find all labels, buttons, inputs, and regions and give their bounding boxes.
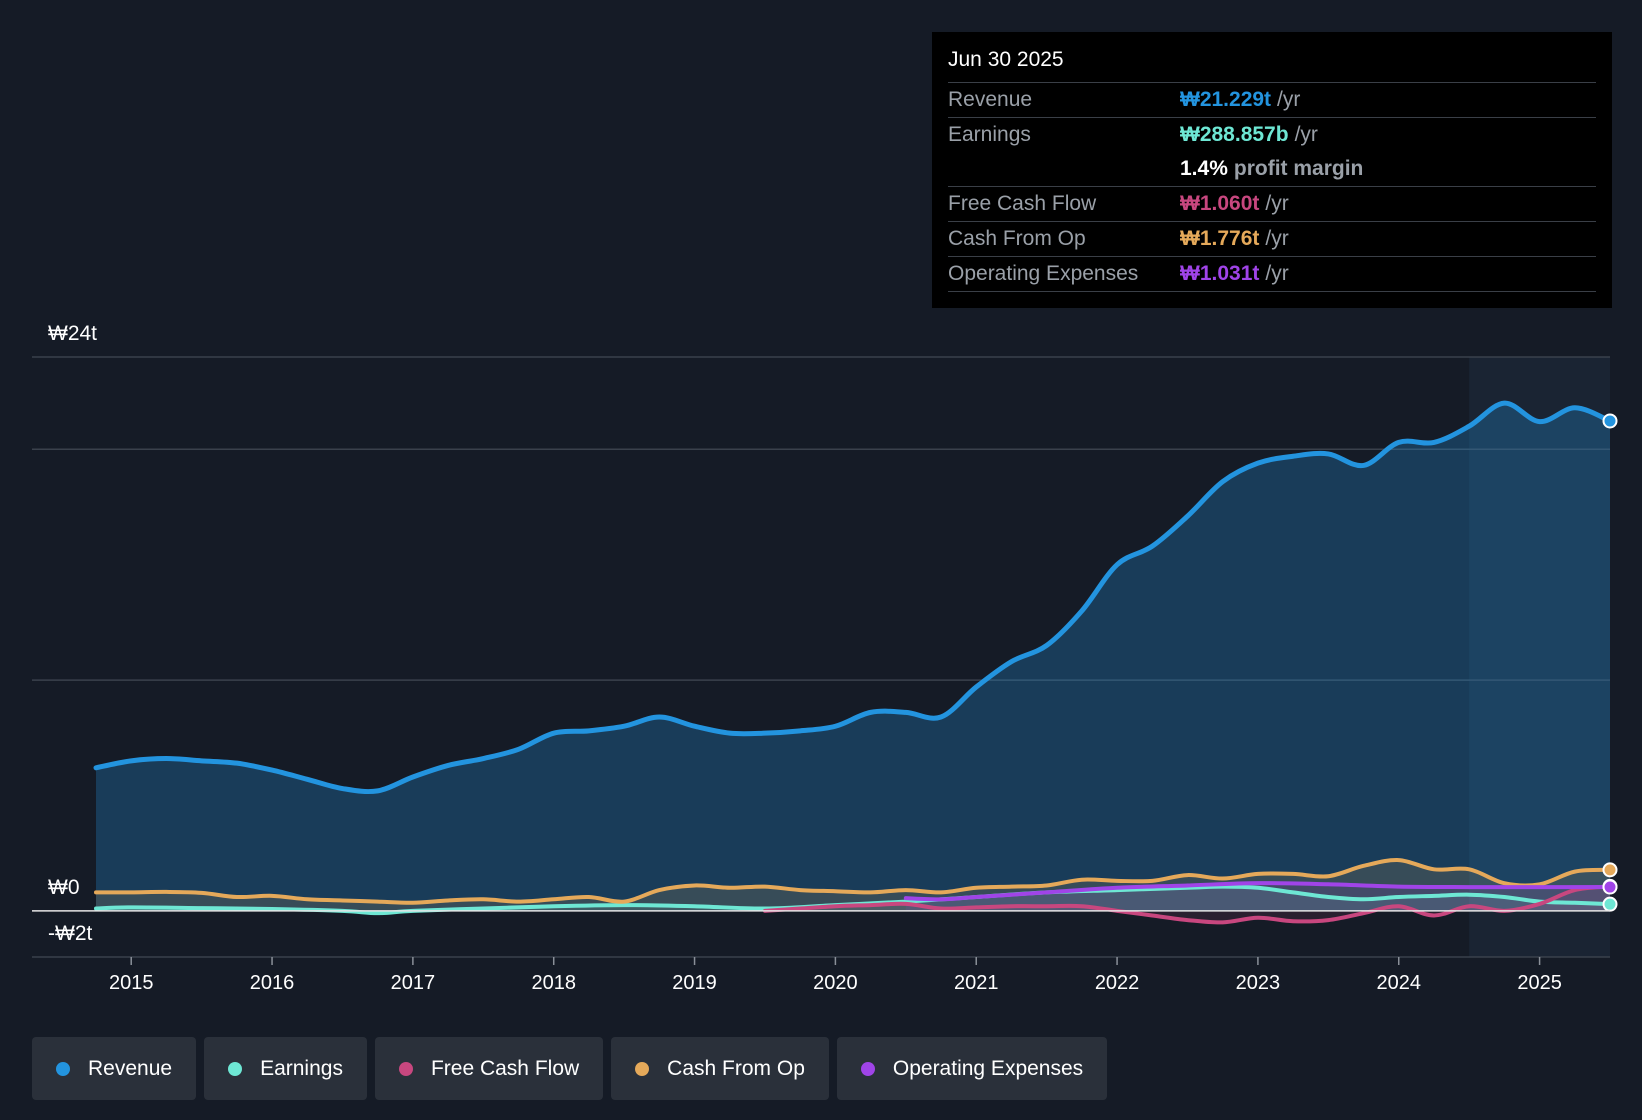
tooltip-row-unit: /yr — [1265, 227, 1289, 250]
series-line-cash-from-op — [94, 858, 1612, 905]
legend-item-earnings[interactable]: Earnings — [204, 1037, 367, 1100]
x-tick-label: 2020 — [813, 972, 858, 994]
legend-item-operating-expenses[interactable]: Operating Expenses — [836, 1037, 1108, 1100]
series-area-earnings — [96, 886, 1610, 914]
tooltip-row-unit: /yr — [1277, 88, 1301, 111]
y-label-bottom: -₩2t — [48, 922, 92, 945]
series-line-revenue — [93, 400, 1613, 795]
tooltip-row-unit: /yr — [1265, 262, 1289, 285]
series-area-cash-from-op — [96, 860, 1610, 911]
tooltip-row-label: Cash From Op — [948, 227, 1086, 250]
legend-label: Cash From Op — [667, 1056, 805, 1080]
end-point-cash-from-op — [1602, 862, 1618, 878]
legend-dot-icon — [56, 1061, 70, 1076]
tooltip-row-label: Revenue — [948, 88, 1033, 111]
legend-item-revenue[interactable]: Revenue — [32, 1037, 197, 1100]
x-tick-label: 2016 — [250, 972, 295, 994]
tooltip-row-unit: /yr — [1294, 123, 1318, 146]
tooltip-row-value: ₩1.776t — [1180, 227, 1260, 250]
legend-dot-icon — [398, 1061, 413, 1076]
tooltip-row-label: Earnings — [948, 123, 1031, 146]
x-tick-label: 2019 — [672, 972, 717, 994]
tooltip: Jun 30 2025 Revenue ₩21.229t/yr Earnings ₩2… — [932, 32, 1612, 308]
tooltip-row-unit: profit margin — [1233, 157, 1364, 180]
y-label-top: ₩24t — [48, 322, 97, 345]
tooltip-row-value: 1.4% — [1180, 157, 1228, 180]
tooltip-row-label: Free Cash Flow — [948, 192, 1097, 215]
legend-dot-icon — [860, 1061, 875, 1076]
legend-dot-icon — [635, 1061, 650, 1076]
legend-label: Operating Expenses — [892, 1056, 1084, 1080]
x-tick-label: 2025 — [1517, 972, 1562, 994]
tooltip-row: Cash From Op ₩1.776t/yr — [948, 221, 1596, 256]
legend-item-free-cash-flow[interactable]: Free Cash Flow — [374, 1037, 604, 1100]
tooltip-row: Revenue ₩21.229t/yr — [948, 82, 1596, 117]
legend-label: Free Cash Flow — [430, 1056, 580, 1080]
end-point-earnings — [1602, 896, 1618, 912]
series-area-free-cash-flow — [764, 886, 1610, 923]
series-area-revenue — [96, 403, 1610, 911]
legend-item-cash-from-op[interactable]: Cash From Op — [611, 1037, 829, 1100]
end-point-operating-expenses — [1602, 879, 1618, 895]
tooltip-row: Earnings ₩288.857b/yr — [948, 117, 1596, 152]
x-tick-label: 2017 — [391, 972, 436, 994]
end-point-revenue — [1602, 413, 1618, 429]
x-tick-label: 2022 — [1095, 972, 1140, 994]
x-tick-label: 2015 — [109, 972, 154, 994]
legend: Revenue Earnings Free Cash Flow Cash From O… — [32, 1037, 1108, 1100]
y-label-zero: ₩0 — [48, 876, 80, 899]
legend-dot-icon — [228, 1061, 243, 1076]
highlight-band — [1469, 357, 1610, 957]
x-tick-label: 2018 — [531, 972, 576, 994]
tooltip-row: 1.4% profit margin — [948, 152, 1596, 186]
legend-label: Earnings — [260, 1056, 343, 1080]
series-line-operating-expenses — [903, 881, 1612, 902]
chart-plot: 2015 2016 2017 2018 2019 2020 2021 2022 2023 2024… — [32, 322, 1618, 994]
x-tick-label: 2021 — [954, 972, 999, 994]
tooltip-row: Operating Expenses ₩1.031t/yr — [948, 256, 1596, 292]
tooltip-row-value: ₩1.060t — [1180, 192, 1260, 215]
tooltip-row-value: ₩21.229t — [1180, 88, 1272, 111]
series-line-free-cash-flow — [762, 884, 1612, 925]
x-tick-label: 2024 — [1376, 972, 1421, 994]
legend-label: Revenue — [88, 1056, 173, 1080]
tooltip-row-value: ₩288.857b — [1180, 123, 1289, 146]
tooltip-date: Jun 30 2025 — [948, 48, 1064, 71]
tooltip-row: Free Cash Flow ₩1.060t/yr — [948, 186, 1596, 221]
x-tick-label: 2023 — [1236, 972, 1281, 994]
tooltip-row-value: ₩1.031t — [1180, 262, 1260, 285]
tooltip-row-unit: /yr — [1265, 192, 1289, 215]
grid-lines — [32, 356, 1610, 958]
tooltip-row-label: Operating Expenses — [948, 262, 1139, 285]
